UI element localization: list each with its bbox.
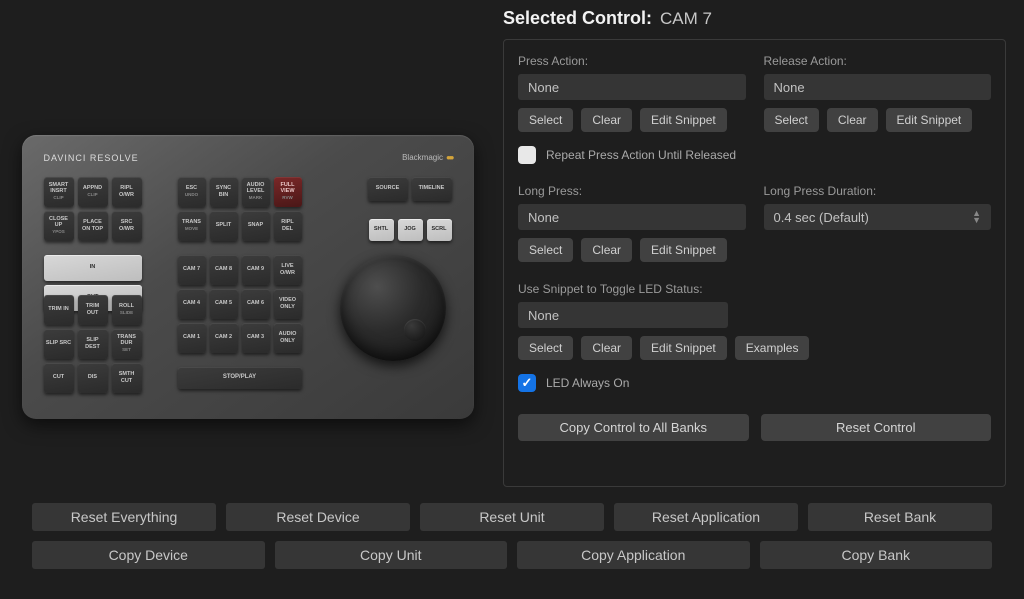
copy-application-button[interactable]: Copy Application	[517, 541, 750, 569]
device-key[interactable]: SMART INSRT	[44, 177, 74, 207]
device-key[interactable]: AUDIO ONLY	[274, 323, 302, 353]
reset-application-button[interactable]: Reset Application	[614, 503, 798, 531]
device-title: DAVINCI RESOLVE	[44, 153, 139, 163]
device-key[interactable]: TRIM OUT	[78, 295, 108, 325]
copy-unit-button[interactable]: Copy Unit	[275, 541, 508, 569]
longpress-edit-button[interactable]: Edit Snippet	[640, 238, 727, 262]
device-key[interactable]: AUDIO LEVEL	[242, 177, 270, 207]
device-brand: Blackmagic●●●	[402, 153, 451, 162]
snippet-clear-button[interactable]: Clear	[581, 336, 632, 360]
device-key[interactable]: SHTL	[369, 219, 394, 241]
device-key[interactable]: SRC O/WR	[112, 211, 142, 241]
reset-unit-button[interactable]: Reset Unit	[420, 503, 604, 531]
copy-to-banks-button[interactable]: Copy Control to All Banks	[518, 414, 749, 441]
key-cluster-edit: ESCSYNC BINAUDIO LEVELFULL VIEW TRANSSPLI…	[178, 177, 302, 241]
release-select-button[interactable]: Select	[764, 108, 819, 132]
device-key[interactable]: CAM 4	[178, 289, 206, 319]
reset-bank-button[interactable]: Reset Bank	[808, 503, 992, 531]
device-key[interactable]: RIPL DEL	[274, 211, 302, 241]
device-key[interactable]: APPND	[78, 177, 108, 207]
device-key[interactable]: CAM 9	[242, 255, 270, 285]
device-key[interactable]: FULL VIEW	[274, 177, 302, 207]
selected-control-header: Selected Control: CAM 7	[503, 8, 1006, 29]
device-key[interactable]: IN	[44, 255, 142, 281]
device-key[interactable]: SMTH CUT	[112, 363, 142, 393]
duration-dropdown[interactable]: 0.4 sec (Default) ▲▼	[764, 204, 992, 230]
device-key[interactable]: CAM 7	[178, 255, 206, 285]
snippet-select-button[interactable]: Select	[518, 336, 573, 360]
device-key[interactable]: CAM 8	[210, 255, 238, 285]
device-key[interactable]: LIVE O/WR	[274, 255, 302, 285]
release-clear-button[interactable]: Clear	[827, 108, 878, 132]
copy-device-button[interactable]: Copy Device	[32, 541, 265, 569]
longpress-select-button[interactable]: Select	[518, 238, 573, 262]
longpress-label: Long Press:	[518, 184, 746, 198]
press-clear-button[interactable]: Clear	[581, 108, 632, 132]
key-cluster-cam: CAM 7CAM 8CAM 9LIVE O/WR CAM 4CAM 5CAM 6V…	[178, 255, 302, 353]
device-key[interactable]: SLIP SRC	[44, 329, 74, 359]
device-key[interactable]: CAM 3	[242, 323, 270, 353]
device-key[interactable]: DIS	[78, 363, 108, 393]
key-cluster-jog: SHTLJOGSCRL	[369, 219, 452, 241]
press-action-value[interactable]: None	[518, 74, 746, 100]
device-key[interactable]: SNAP	[242, 211, 270, 241]
reset-device-button[interactable]: Reset Device	[226, 503, 410, 531]
led-label: LED Always On	[546, 376, 629, 390]
device-key[interactable]: CAM 5	[210, 289, 238, 319]
stepper-icon: ▲▼	[972, 210, 981, 224]
device-key[interactable]: VIDEO ONLY	[274, 289, 302, 319]
device-key[interactable]: TRANS DUR	[112, 329, 142, 359]
device-key[interactable]: TRIM IN	[44, 295, 74, 325]
device-key[interactable]: SCRL	[427, 219, 452, 241]
device-preview: DAVINCI RESOLVE Blackmagic●●● SMART INSR…	[0, 0, 495, 493]
device-key[interactable]: PLACE ON TOP	[78, 211, 108, 241]
device-key[interactable]: CAM 1	[178, 323, 206, 353]
longpress-value[interactable]: None	[518, 204, 746, 230]
device-key[interactable]: CAM 2	[210, 323, 238, 353]
device-key[interactable]: TRANS	[178, 211, 206, 241]
header-value: CAM 7	[660, 9, 712, 29]
reset-control-button[interactable]: Reset Control	[761, 414, 992, 441]
header-label: Selected Control:	[503, 8, 652, 29]
key-cluster-mode: SOURCETIMELINE	[368, 177, 452, 201]
device-key[interactable]: CLOSE UP	[44, 211, 74, 241]
bottom-toolbar: Reset Everything Reset Device Reset Unit Re…	[0, 493, 1024, 599]
snippet-edit-button[interactable]: Edit Snippet	[640, 336, 727, 360]
device-key[interactable]: SPLIT	[210, 211, 238, 241]
release-edit-button[interactable]: Edit Snippet	[886, 108, 973, 132]
press-action-label: Press Action:	[518, 54, 746, 68]
key-cluster-insert: SMART INSRTAPPNDRIPL O/WR CLOSE UPPLACE O…	[44, 177, 142, 241]
duration-label: Long Press Duration:	[764, 184, 992, 198]
copy-bank-button[interactable]: Copy Bank	[760, 541, 993, 569]
longpress-clear-button[interactable]: Clear	[581, 238, 632, 262]
repeat-label: Repeat Press Action Until Released	[546, 148, 736, 162]
key-cluster-trim: TRIM INTRIM OUTROLL SLIP SRCSLIP DESTTRAN…	[44, 295, 142, 393]
device-key[interactable]: SYNC BIN	[210, 177, 238, 207]
device-key[interactable]: CUT	[44, 363, 74, 393]
device-key[interactable]: SOURCE	[368, 177, 408, 201]
release-action-value[interactable]: None	[764, 74, 992, 100]
led-checkbox[interactable]: ✓	[518, 374, 536, 392]
repeat-checkbox[interactable]	[518, 146, 536, 164]
press-select-button[interactable]: Select	[518, 108, 573, 132]
press-edit-button[interactable]: Edit Snippet	[640, 108, 727, 132]
jog-wheel[interactable]	[340, 255, 446, 361]
control-settings-panel: Press Action: None Select Clear Edit Sni…	[503, 39, 1006, 487]
snippet-examples-button[interactable]: Examples	[735, 336, 810, 360]
device-key[interactable]: TIMELINE	[412, 177, 452, 201]
release-action-label: Release Action:	[764, 54, 992, 68]
device-key[interactable]: ESC	[178, 177, 206, 207]
device-key[interactable]: CAM 6	[242, 289, 270, 319]
device-key[interactable]: JOG	[398, 219, 423, 241]
key-stopplay[interactable]: STOP/PLAY	[178, 367, 302, 389]
speed-editor-device: DAVINCI RESOLVE Blackmagic●●● SMART INSR…	[22, 135, 474, 419]
snippet-label: Use Snippet to Toggle LED Status:	[518, 282, 991, 296]
snippet-value[interactable]: None	[518, 302, 728, 328]
reset-everything-button[interactable]: Reset Everything	[32, 503, 216, 531]
device-key[interactable]: SLIP DEST	[78, 329, 108, 359]
device-key[interactable]: RIPL O/WR	[112, 177, 142, 207]
device-key[interactable]: ROLL	[112, 295, 142, 325]
